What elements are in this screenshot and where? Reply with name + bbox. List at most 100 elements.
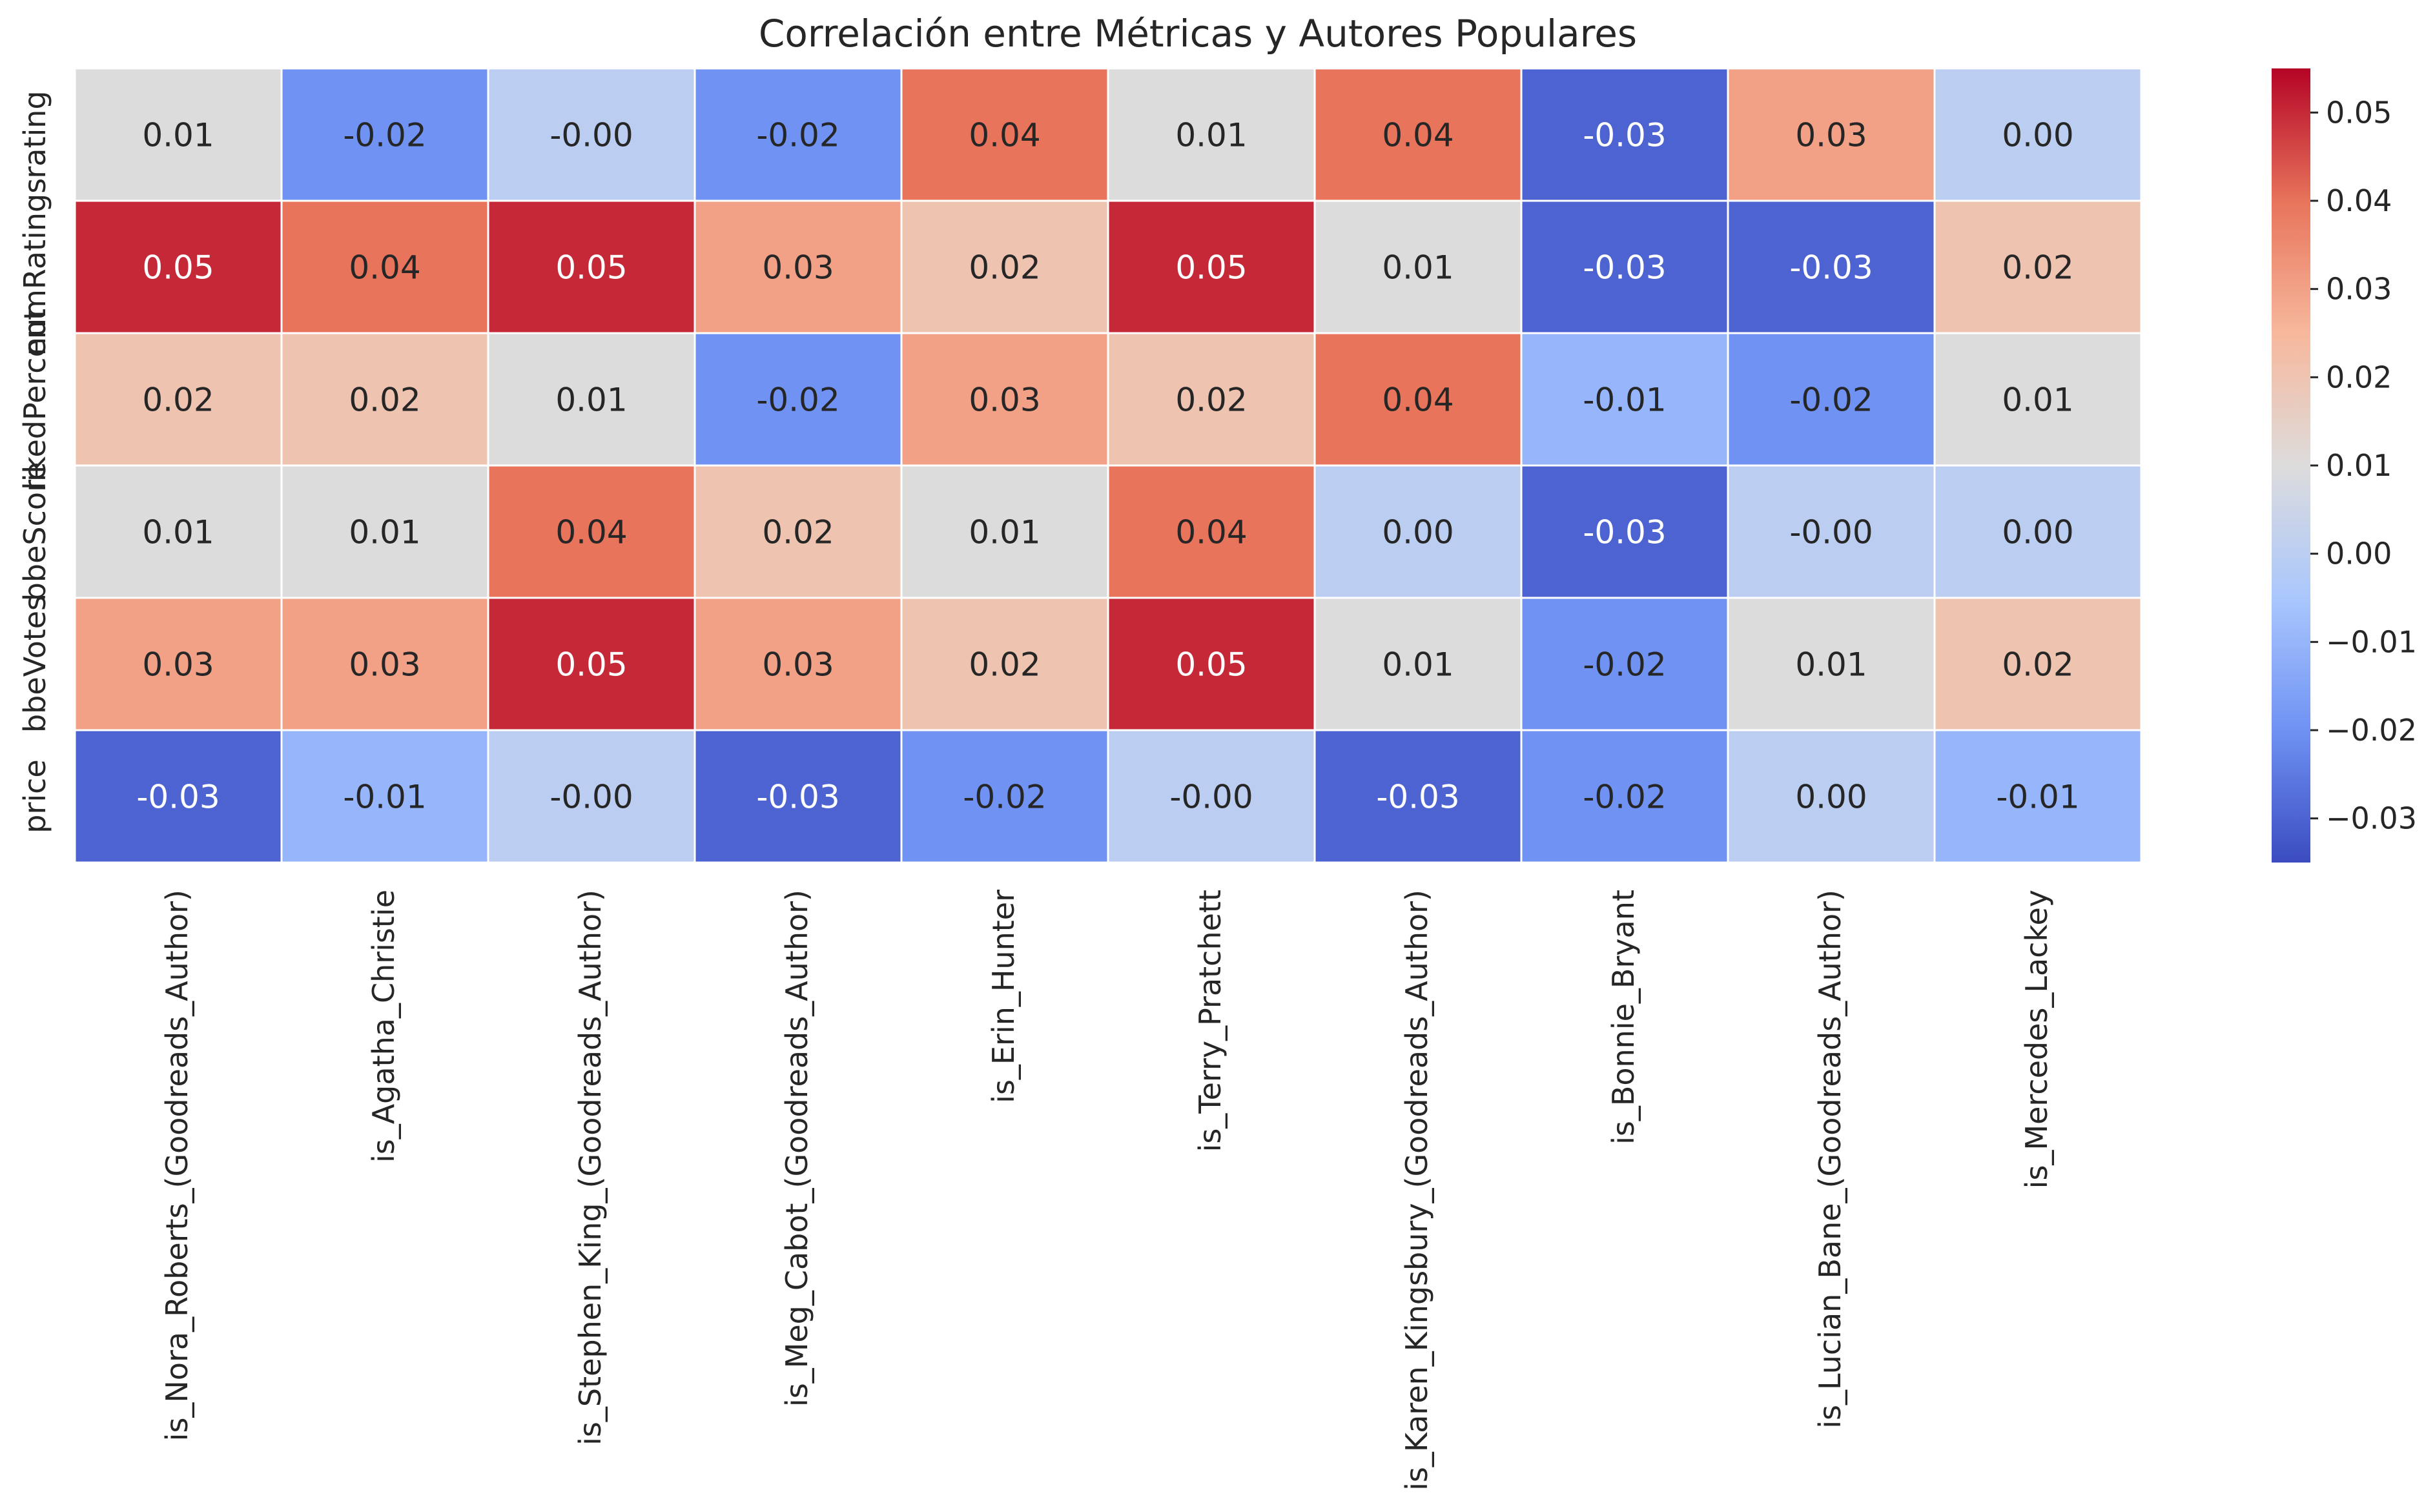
- heatmap-cell: [1933, 464, 2142, 599]
- cell-value-label: 0.00: [2002, 117, 2073, 154]
- heatmap-cell: [694, 67, 903, 202]
- heatmap-cell: [1520, 199, 1729, 334]
- heatmap-cell: [1933, 67, 2142, 202]
- cell-value-label: -0.00: [550, 117, 633, 154]
- heatmap-cell: [1727, 199, 1936, 334]
- column-label: is_Karen_Kingsbury_(Goodreads_Author): [1399, 890, 1434, 1491]
- heatmap-cell: [487, 332, 696, 467]
- column-label: is_Stephen_King_(Goodreads_Author): [573, 890, 608, 1446]
- heatmap-cell: [74, 67, 283, 202]
- cell-value-label: 0.01: [969, 514, 1040, 551]
- cell-value-label: -0.02: [756, 382, 839, 419]
- row-label: likedPercent: [17, 309, 52, 490]
- column-label: is_Agatha_Christie: [366, 890, 401, 1163]
- cell-value-label: 0.01: [1382, 646, 1454, 684]
- heatmap-cell: [1313, 332, 1523, 467]
- colorbar-tick-label: 0.03: [2326, 272, 2392, 307]
- cell-value-label: -0.01: [343, 779, 426, 816]
- heatmap-cell: [74, 332, 283, 467]
- heatmap-cell: [74, 729, 283, 864]
- colorbar: −0.03 −0.02 −0.01 0.00 0.01 0.02 0.03 0.04 0.05: [2272, 68, 2417, 863]
- chart-title: Correlación entre Métricas y Autores Pop…: [759, 12, 1637, 56]
- cell-value-label: 0.00: [2002, 514, 2073, 551]
- heatmap-cell: [1313, 199, 1523, 334]
- cell-value-label: 0.05: [555, 646, 627, 684]
- cell-value-label: 0.03: [1795, 117, 1867, 154]
- cell-value-label: -0.03: [756, 779, 839, 816]
- colorbar-tick-label: −0.03: [2326, 801, 2417, 836]
- heatmap-cell: [1520, 464, 1729, 599]
- heatmap-cells: 0.01 -0.02 -0.00 -0.02 0.04 0.01 0.04 -0.03 0.03…: [74, 67, 2142, 864]
- cell-value-label: 0.03: [762, 249, 834, 287]
- column-label: is_Lucian_Bane_(Goodreads_Author): [1813, 890, 1847, 1429]
- heatmap-cell: [900, 332, 1109, 467]
- cell-value-label: 0.03: [969, 382, 1040, 419]
- cell-value-label: 0.05: [555, 249, 627, 287]
- cell-value-label: 0.05: [142, 249, 214, 287]
- cell-value-label: 0.02: [969, 249, 1040, 287]
- cell-value-label: 0.00: [1795, 779, 1867, 816]
- row-label: bbeVotes: [17, 595, 52, 733]
- row-labels: ratingnumRatingslikedPercentbbeScorebbeV…: [17, 90, 52, 833]
- cell-value-label: -0.00: [1789, 514, 1873, 551]
- heatmap-cell: [1107, 597, 1316, 731]
- heatmap-cell: [487, 199, 696, 334]
- cell-value-label: 0.01: [555, 382, 627, 419]
- heatmap-cell: [1933, 199, 2142, 334]
- cell-value-label: -0.00: [1169, 779, 1253, 816]
- colorbar-gradient: [2272, 68, 2310, 863]
- heatmap-cell: [1107, 464, 1316, 599]
- cell-value-label: 0.01: [1795, 646, 1867, 684]
- heatmap-cell: [1727, 464, 1936, 599]
- cell-value-label: -0.03: [1583, 514, 1666, 551]
- cell-value-label: 0.04: [555, 514, 627, 551]
- column-label: is_Terry_Pratchett: [1193, 890, 1228, 1152]
- column-label: is_Erin_Hunter: [986, 890, 1021, 1103]
- cell-value-label: 0.03: [762, 646, 834, 684]
- heatmap-cell: [280, 597, 489, 731]
- heatmap-cell: [1313, 729, 1523, 864]
- cell-value-label: 0.02: [762, 514, 834, 551]
- column-label: is_Mercedes_Lackey: [2019, 890, 2054, 1189]
- heatmap-cell: [900, 464, 1109, 599]
- heatmap-cell: [694, 199, 903, 334]
- heatmap-cell: [1313, 464, 1523, 599]
- heatmap-cell: [694, 729, 903, 864]
- colorbar-tick-label: 0.04: [2326, 183, 2392, 218]
- cell-value-label: 0.02: [142, 382, 214, 419]
- cell-value-label: -0.01: [1996, 779, 2079, 816]
- cell-value-label: 0.02: [1175, 382, 1247, 419]
- heatmap-cell: [1313, 597, 1523, 731]
- colorbar-tick-label: 0.00: [2326, 536, 2392, 571]
- column-label: is_Nora_Roberts_(Goodreads_Author): [159, 890, 194, 1441]
- heatmap-cell: [1107, 729, 1316, 864]
- cell-value-label: 0.03: [349, 646, 420, 684]
- heatmap-cell: [1107, 67, 1316, 202]
- cell-value-label: 0.04: [1382, 382, 1454, 419]
- heatmap-cell: [1520, 729, 1729, 864]
- cell-value-label: -0.02: [963, 779, 1046, 816]
- colorbar-tick-label: −0.01: [2326, 624, 2417, 659]
- cell-value-label: 0.05: [1175, 249, 1247, 287]
- cell-value-label: 0.02: [2002, 646, 2073, 684]
- column-label: is_Bonnie_Bryant: [1606, 890, 1641, 1145]
- colorbar-tick-label: 0.02: [2326, 360, 2392, 394]
- heatmap-cell: [1727, 332, 1936, 467]
- cell-value-label: 0.05: [1175, 646, 1247, 684]
- row-label: price: [17, 759, 52, 833]
- heatmap-cell: [74, 464, 283, 599]
- colorbar-tick-label: 0.01: [2326, 448, 2392, 483]
- cell-value-label: -0.03: [1376, 779, 1459, 816]
- cell-value-label: -0.02: [1583, 779, 1666, 816]
- heatmap-cell: [1520, 67, 1729, 202]
- heatmap-cell: [487, 729, 696, 864]
- cell-value-label: 0.04: [349, 249, 420, 287]
- cell-value-label: -0.02: [1789, 382, 1873, 419]
- heatmap-cell: [1107, 199, 1316, 334]
- heatmap-cell: [280, 199, 489, 334]
- cell-value-label: -0.01: [1583, 382, 1666, 419]
- heatmap-cell: [900, 729, 1109, 864]
- cell-value-label: 0.04: [1175, 514, 1247, 551]
- cell-value-label: 0.01: [349, 514, 420, 551]
